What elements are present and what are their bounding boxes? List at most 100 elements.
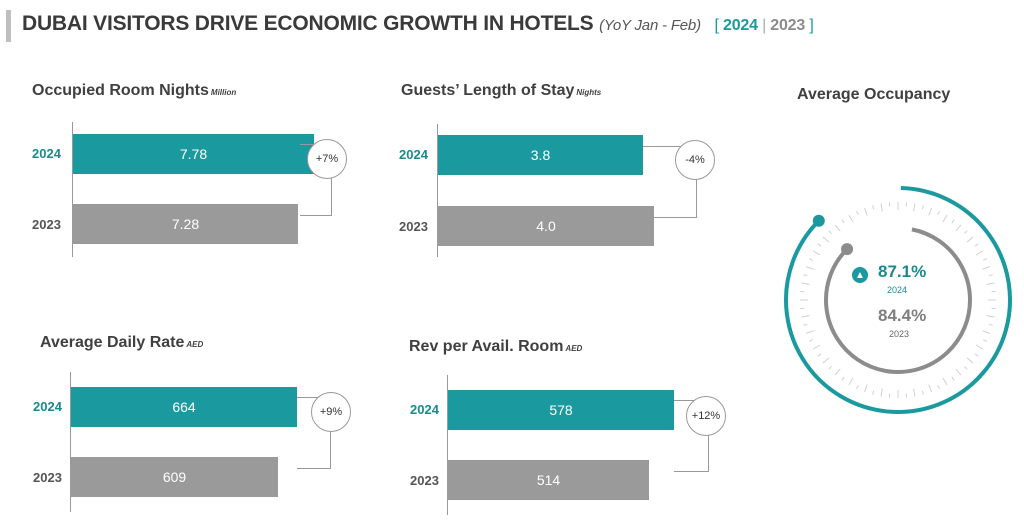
panel-title: Average Daily Rate AED [40,334,203,352]
gauge-tick [975,344,984,350]
gauge-tick [801,315,810,318]
panel-title-text: Occupied Room Nights [32,82,209,99]
gauge-tick [864,207,868,216]
gauge-tick [848,377,854,386]
bar-2023: 7.28 [73,204,298,244]
gauge-tick [808,258,814,261]
bar-2024: 3.8 [438,135,643,175]
panel-title-text: Average Daily Rate [40,334,185,351]
gauge-tick [921,390,924,395]
gauge-tick [966,236,974,243]
change-badge: +9% [311,392,351,432]
arc-2023 [824,227,972,374]
legend-open-bracket: [ [714,17,719,34]
gauge-tick [951,219,955,224]
gauge-tick [801,282,810,285]
bar-value-label: 609 [162,469,187,485]
gauge-tick [937,384,940,390]
gauge-tick [964,366,968,370]
gauge-tick [841,376,845,381]
gauge-tick [928,384,932,393]
gauge-tick [817,353,822,357]
gauge-tick [955,368,962,376]
y-axis-line [447,375,448,515]
gauge-tick [834,224,841,232]
gauge-tick [856,210,859,216]
panel-title: Guests’ Length of Stay Nights [401,82,601,100]
gauge-tick [856,384,859,390]
title-text: DUBAI VISITORS DRIVE ECONOMIC GROWTH IN … [22,12,594,35]
y-axis-line [437,124,438,257]
arc-2024 [784,186,1012,414]
gauge-tick [988,323,993,326]
year-label-2023: 2023 [410,473,439,488]
panel-unit: AED [565,344,583,353]
gauge-tick [812,250,821,256]
year-label-2023: 2023 [33,470,62,485]
gauge-tick [964,230,968,234]
gauge-ticks [800,202,996,398]
bar-value-label: 7.78 [179,146,208,162]
gauge-tick [812,344,821,350]
gauge-tick [834,368,841,376]
bar-2023: 4.0 [438,206,654,246]
panel-unit: Nights [576,88,602,97]
gauge-tick [937,210,940,216]
gauge-tick [982,330,991,334]
bar-value-label: 514 [536,472,561,488]
panel-title-text: Guests’ Length of Stay [401,82,575,99]
legend-close-bracket: ] [809,17,814,34]
gauge-tick [928,207,932,216]
panel-title: Occupied Room Nights Million [32,82,236,100]
gauge-tick [841,219,845,224]
gauge-tick [803,323,808,326]
gauge-tick [803,274,808,277]
bar-2024: 578 [448,390,674,430]
gauge-tick [988,274,993,277]
gauge-tick [880,388,883,397]
gauge-tick [828,230,832,234]
year-legend: [ 2024 | 2023 ] [715,17,814,34]
up-arrow-icon: ▲ [852,267,868,283]
gauge-tick [986,282,995,285]
occupancy-2024-value: 87.1% [878,262,927,281]
bar-2024: 7.78 [73,134,314,174]
change-connector [297,397,331,469]
gauge-tick [864,384,868,393]
gauge-tick [805,266,814,270]
gauge-tick [942,377,948,386]
year-label-2024: 2024 [399,147,428,162]
change-badge: +12% [686,396,726,436]
year-label-2024: 2024 [410,402,439,417]
gauge-tick [982,258,988,261]
occupancy-2023-label: 2023 [889,329,910,339]
gauge-tick [982,266,991,270]
gauge-tick [982,339,988,342]
title-period: (YoY Jan - Feb) [599,17,701,34]
year-label-2023: 2023 [399,219,428,234]
legend-separator: | [762,17,767,34]
page-title: DUBAI VISITORS DRIVE ECONOMIC GROWTH IN … [22,12,814,36]
change-badge: -4% [675,140,715,180]
gauge-tick [951,376,955,381]
change-badge: +7% [307,139,347,179]
bar-2024: 664 [71,387,297,427]
gauge-tick [942,214,948,223]
gauge-tick [805,330,814,334]
bar-value-label: 3.8 [530,147,551,163]
gauge-tick [974,353,979,357]
bar-value-label: 664 [172,399,196,415]
panel-unit: AED [186,340,204,349]
bar-value-label: 578 [549,402,573,418]
y-axis-line [72,122,73,257]
title-accent-bar [6,10,11,42]
panel-title-text: Rev per Avail. Room [409,338,564,355]
gauge-tick [822,236,830,243]
panel-unit: Million [210,88,237,97]
gauge-tick [921,205,924,210]
arc-2023-end-dot [841,243,854,256]
occupancy-2024-label: 2024 [887,285,908,295]
year-label-2023: 2023 [32,217,61,232]
occupancy-gauge [784,186,1012,414]
arc-2024-end-dot [812,214,825,227]
